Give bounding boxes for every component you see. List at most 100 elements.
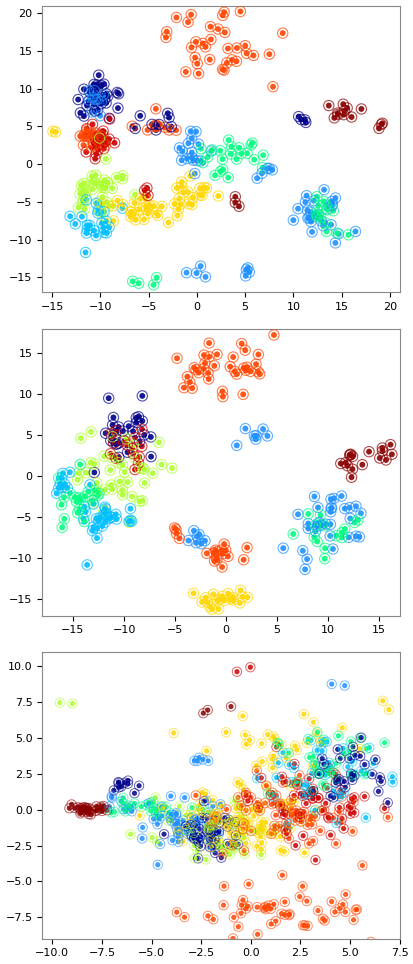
Point bbox=[199, 806, 206, 821]
Point bbox=[89, 523, 95, 539]
Point bbox=[335, 789, 341, 804]
Point bbox=[241, 342, 248, 358]
Point bbox=[115, 780, 122, 795]
Point bbox=[147, 803, 154, 818]
Point bbox=[86, 477, 93, 493]
Point bbox=[361, 789, 367, 804]
Point bbox=[150, 199, 157, 214]
Point bbox=[98, 178, 104, 194]
Point bbox=[128, 804, 135, 819]
Point bbox=[340, 774, 347, 790]
Point bbox=[334, 741, 340, 757]
Point bbox=[102, 137, 109, 152]
Point bbox=[319, 194, 326, 209]
Point bbox=[265, 897, 271, 913]
Point bbox=[106, 111, 112, 126]
Point bbox=[84, 222, 90, 237]
Point bbox=[99, 189, 106, 204]
Point bbox=[110, 410, 116, 425]
Point bbox=[287, 800, 294, 816]
Point bbox=[382, 452, 388, 468]
Point bbox=[77, 806, 83, 821]
Point bbox=[386, 437, 393, 452]
Point bbox=[309, 784, 315, 799]
Point bbox=[349, 766, 355, 782]
Point bbox=[294, 201, 301, 216]
Point bbox=[195, 817, 201, 832]
Point bbox=[97, 175, 104, 191]
Point bbox=[116, 473, 123, 489]
Point bbox=[250, 809, 256, 824]
Point bbox=[83, 226, 90, 241]
Point bbox=[190, 821, 196, 837]
Point bbox=[197, 258, 204, 274]
Point bbox=[311, 758, 317, 773]
Point bbox=[339, 107, 346, 122]
Point bbox=[124, 776, 131, 791]
Point bbox=[307, 811, 313, 826]
Point bbox=[299, 828, 306, 844]
Point bbox=[290, 793, 297, 809]
Point bbox=[335, 771, 342, 787]
Point bbox=[254, 364, 261, 380]
Point bbox=[165, 122, 172, 138]
Point bbox=[249, 48, 256, 64]
Point bbox=[330, 790, 336, 805]
Point bbox=[305, 771, 312, 787]
Point bbox=[173, 526, 179, 542]
Point bbox=[156, 811, 162, 826]
Point bbox=[188, 828, 195, 844]
Point bbox=[168, 813, 174, 828]
Point bbox=[121, 775, 128, 790]
Point bbox=[339, 740, 346, 756]
Point bbox=[314, 207, 321, 223]
Point bbox=[126, 514, 132, 529]
Point bbox=[210, 811, 217, 826]
Point bbox=[200, 362, 206, 377]
Point bbox=[305, 836, 311, 851]
Point bbox=[138, 421, 145, 437]
Point bbox=[247, 659, 253, 675]
Point bbox=[323, 224, 329, 239]
Point bbox=[244, 821, 250, 837]
Point bbox=[231, 189, 238, 204]
Point bbox=[103, 86, 110, 101]
Point bbox=[242, 900, 249, 916]
Point bbox=[231, 363, 237, 379]
Point bbox=[92, 168, 99, 183]
Point bbox=[128, 514, 135, 529]
Point bbox=[303, 202, 310, 218]
Point bbox=[100, 798, 107, 814]
Point bbox=[91, 483, 98, 498]
Point bbox=[349, 823, 355, 839]
Point bbox=[173, 805, 179, 820]
Point bbox=[147, 429, 154, 444]
Point bbox=[250, 428, 257, 443]
Point bbox=[331, 190, 338, 205]
Point bbox=[350, 790, 357, 805]
Point bbox=[188, 829, 195, 844]
Point bbox=[328, 198, 335, 213]
Point bbox=[85, 800, 92, 816]
Point bbox=[213, 347, 220, 362]
Point bbox=[87, 802, 94, 817]
Point bbox=[301, 562, 308, 577]
Point bbox=[285, 757, 292, 772]
Point bbox=[199, 785, 205, 800]
Point bbox=[190, 523, 197, 539]
Point bbox=[82, 504, 89, 520]
Point bbox=[334, 773, 341, 789]
Point bbox=[131, 430, 138, 445]
Point bbox=[311, 523, 318, 539]
Point bbox=[89, 493, 95, 508]
Point bbox=[206, 52, 213, 67]
Point bbox=[238, 335, 244, 351]
Point bbox=[92, 132, 99, 147]
Point bbox=[211, 837, 218, 852]
Point bbox=[341, 678, 347, 693]
Point bbox=[183, 826, 190, 842]
Point bbox=[299, 828, 306, 844]
Point bbox=[237, 801, 244, 817]
Point bbox=[206, 19, 213, 35]
Point bbox=[93, 147, 100, 162]
